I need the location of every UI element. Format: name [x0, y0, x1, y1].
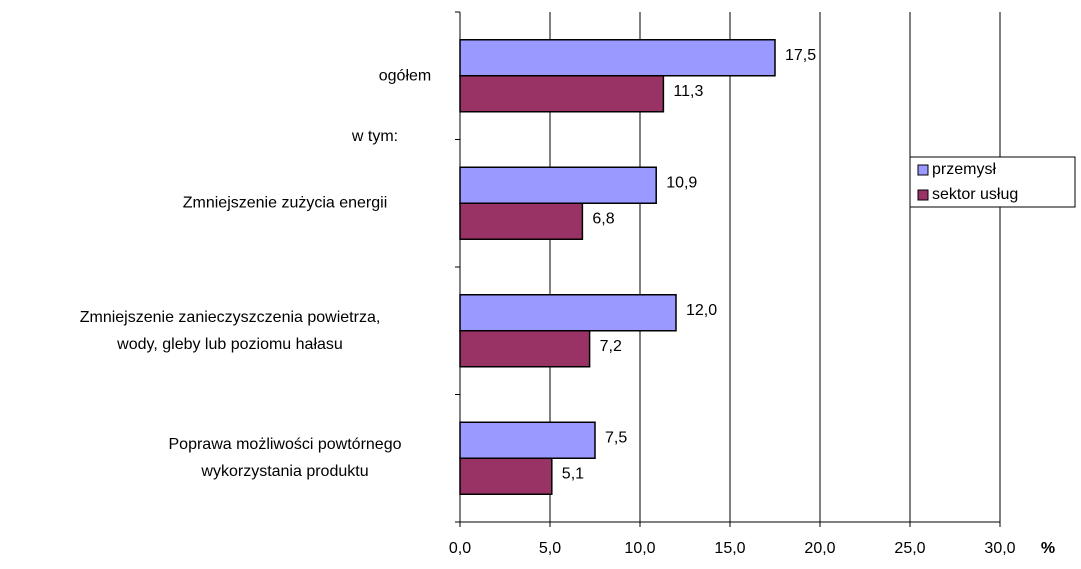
- value-label: 7,2: [600, 338, 622, 355]
- x-tick-label: 25,0: [894, 540, 925, 557]
- value-label: 12,0: [686, 302, 717, 319]
- bar: [459, 421, 596, 459]
- bar: [459, 202, 584, 240]
- bar: [459, 330, 591, 368]
- x-tick-label: 10,0: [624, 540, 655, 557]
- annotation: w tym:: [351, 128, 398, 145]
- category-label: Poprawa możliwości powtórnego wykorzysta…: [168, 436, 402, 481]
- x-axis-label: %: [1041, 540, 1055, 557]
- x-tick-label: 30,0: [984, 540, 1015, 557]
- bar: [459, 457, 553, 495]
- x-tick-label: 15,0: [714, 540, 745, 557]
- value-label: 11,3: [673, 83, 703, 100]
- bar: [459, 294, 677, 332]
- legend-label: sektor usług: [932, 186, 1018, 203]
- value-label: 6,8: [592, 210, 614, 227]
- legend-box: [909, 156, 1076, 208]
- x-tick-label: 5,0: [539, 540, 561, 557]
- legend-swatch: [917, 189, 929, 201]
- bar: [459, 166, 657, 204]
- value-label: 7,5: [605, 429, 627, 446]
- category-label: Zmniejszenie zanieczyszczenia powietrza,…: [79, 308, 381, 353]
- legend-swatch: [917, 164, 929, 176]
- legend-label: przemysł: [932, 161, 996, 178]
- bar: [459, 39, 776, 77]
- bar: [459, 75, 665, 113]
- category-label: ogółem: [378, 67, 432, 85]
- x-tick-label: 20,0: [804, 540, 835, 557]
- value-label: 10,9: [666, 174, 697, 191]
- x-tick-label: 0,0: [449, 540, 471, 557]
- value-label: 17,5: [785, 47, 816, 64]
- category-label: Zmniejszenie zużycia energii: [182, 194, 388, 212]
- value-label: 5,1: [562, 465, 584, 482]
